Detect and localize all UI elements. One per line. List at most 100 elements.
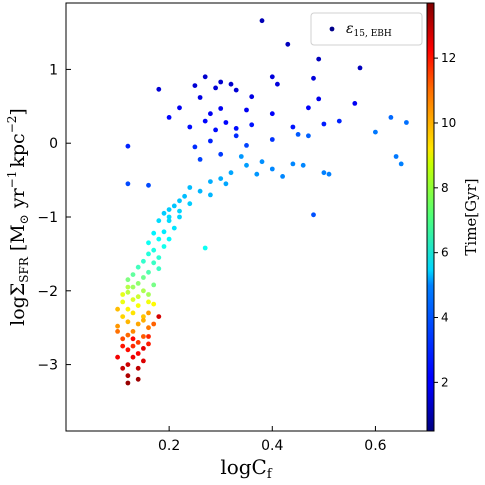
data-point [177, 214, 182, 220]
data-point [115, 329, 120, 334]
data-point [156, 86, 162, 92]
legend-marker [329, 26, 335, 32]
data-point [316, 56, 322, 62]
data-point [202, 74, 208, 80]
data-point [233, 125, 239, 131]
data-point [125, 284, 131, 290]
data-point [321, 121, 327, 127]
data-point [233, 87, 239, 93]
data-point [187, 124, 193, 130]
data-point [249, 122, 255, 128]
data-point [166, 214, 172, 220]
data-point [161, 229, 167, 235]
plot-area [65, 2, 428, 432]
data-point [166, 236, 172, 242]
data-point [151, 247, 157, 253]
y-axis-label-sub: SFR [17, 256, 31, 283]
data-point [306, 105, 311, 111]
data-point [135, 340, 141, 345]
data-point [151, 282, 157, 288]
data-point [120, 343, 126, 349]
y-tick-label: −3 [37, 358, 58, 374]
legend-label-base: ε [346, 21, 354, 37]
data-point [192, 144, 198, 150]
legend: ε15, EBH [310, 12, 423, 46]
data-point [311, 75, 316, 81]
data-point [280, 174, 285, 179]
data-point [120, 336, 126, 342]
data-point [125, 380, 131, 386]
data-point [218, 176, 224, 182]
data-point [404, 120, 409, 125]
y-tick-label: 1 [49, 62, 58, 78]
data-point [120, 292, 126, 297]
data-point [311, 212, 316, 218]
data-point [218, 79, 224, 85]
x-tick-label: 0.2 [158, 438, 180, 454]
data-point [316, 96, 322, 102]
y-axis-label-close: ] [7, 108, 29, 115]
data-point [125, 332, 131, 338]
data-point [146, 310, 151, 316]
data-point [135, 294, 141, 300]
colorbar-label: Time[Gyr] [462, 178, 480, 255]
data-point [130, 354, 136, 360]
data-point [254, 171, 260, 177]
data-point [357, 65, 363, 71]
data-point [135, 303, 141, 308]
y-axis-label-units-rest: yr [7, 187, 29, 214]
data-point [326, 171, 332, 177]
data-point [306, 133, 311, 139]
data-point [249, 94, 255, 100]
y-axis-label-exp2: −2 [5, 116, 19, 134]
data-point [115, 306, 120, 312]
data-point [244, 143, 249, 148]
data-point [130, 329, 136, 334]
data-point [141, 358, 146, 364]
x-axis-ticks: 0.2 0.4 0.6 [158, 426, 387, 454]
data-point [135, 281, 141, 286]
colorbar-tick-label: 6 [441, 246, 449, 260]
data-point [141, 258, 146, 264]
data-point [223, 120, 229, 125]
data-point [135, 321, 141, 327]
data-point [156, 218, 162, 224]
legend-label-sub: 15, EBH [354, 29, 392, 39]
y-axis-label-kpc: kpc [7, 133, 29, 167]
data-point [115, 354, 120, 360]
data-point [166, 115, 172, 120]
data-point [146, 292, 151, 297]
data-point [125, 306, 131, 312]
data-point [130, 343, 136, 349]
data-point [156, 266, 162, 272]
data-point [151, 260, 157, 266]
data-point [244, 162, 249, 168]
data-point [228, 170, 234, 176]
data-point [177, 105, 182, 111]
data-point [166, 218, 172, 224]
data-point [135, 365, 141, 371]
data-point [156, 314, 162, 319]
data-point [125, 362, 131, 367]
data-point [269, 166, 275, 172]
data-point [218, 151, 224, 157]
data-point [177, 208, 182, 214]
data-point [146, 341, 151, 347]
data-point [208, 192, 213, 198]
data-point [352, 101, 358, 106]
data-point [125, 143, 131, 149]
colorbar-tick-label: 4 [441, 311, 449, 325]
data-point [141, 334, 146, 339]
data-point [259, 159, 265, 165]
data-point [130, 336, 136, 342]
data-point [146, 182, 151, 188]
data-point [120, 314, 126, 319]
x-axis-label-sub: f [267, 467, 273, 482]
data-point [115, 323, 120, 329]
data-point [187, 185, 193, 190]
data-point [192, 83, 198, 88]
data-point [156, 255, 162, 260]
data-point [208, 111, 213, 117]
data-point [182, 193, 188, 199]
